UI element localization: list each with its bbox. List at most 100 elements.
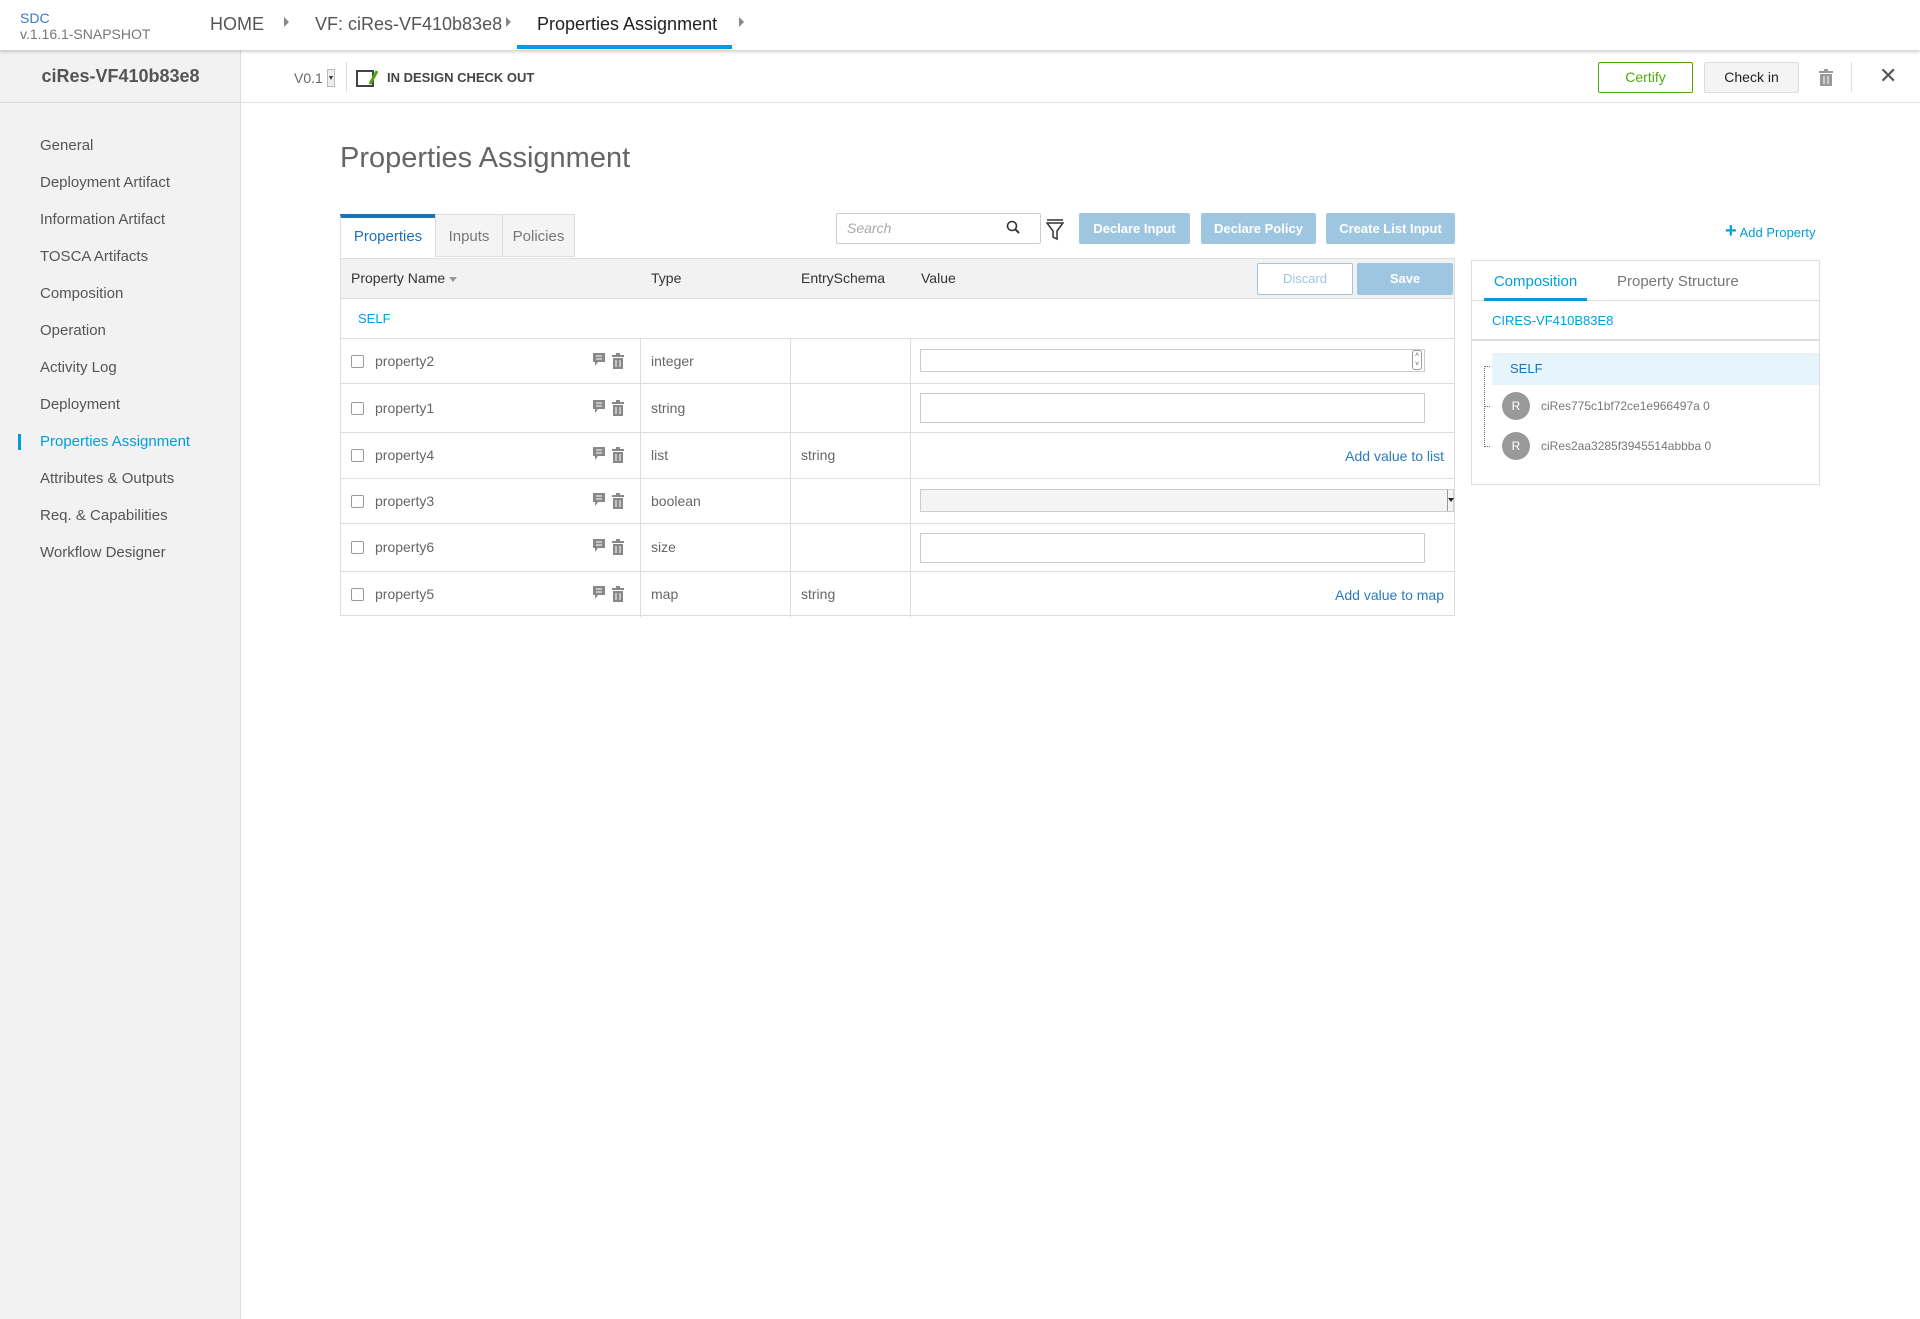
row-checkbox[interactable] bbox=[351, 541, 364, 554]
divider bbox=[910, 384, 911, 433]
page-title: Properties Assignment bbox=[340, 142, 631, 174]
trash-icon[interactable] bbox=[612, 493, 624, 509]
table-row: property1 string bbox=[341, 384, 1454, 433]
table-row: property2 integer ˄ ˅ bbox=[341, 339, 1454, 384]
tab-inputs[interactable]: Inputs bbox=[435, 214, 503, 257]
certify-button[interactable]: Certify bbox=[1598, 62, 1693, 93]
panel-tabs: Composition Property Structure bbox=[1472, 261, 1819, 301]
group-label: SELF bbox=[358, 311, 391, 326]
declare-policy-button[interactable]: Declare Policy bbox=[1201, 213, 1316, 244]
discard-button[interactable]: Discard bbox=[1257, 263, 1353, 295]
sidebar-item-workflow-designer[interactable]: Workflow Designer bbox=[40, 544, 166, 561]
description-icon[interactable] bbox=[593, 353, 606, 367]
component-name[interactable]: CIRES-VF410B83E8 bbox=[1492, 313, 1614, 328]
add-value-link[interactable]: Add value to list bbox=[1345, 448, 1444, 464]
description-icon[interactable] bbox=[593, 493, 606, 507]
table-row: property6 size bbox=[341, 524, 1454, 572]
avatar: R bbox=[1502, 432, 1530, 460]
value-number-input[interactable]: ˄ ˅ bbox=[920, 349, 1425, 372]
version-dropdown-icon[interactable] bbox=[327, 69, 335, 87]
trash-icon[interactable] bbox=[612, 353, 624, 369]
logo[interactable]: SDC bbox=[20, 10, 50, 26]
sidebar-item-properties-assignment[interactable]: Properties Assignment bbox=[40, 433, 191, 450]
stepper-icon[interactable]: ˄ ˅ bbox=[1412, 350, 1422, 370]
description-icon[interactable] bbox=[593, 447, 606, 461]
column-label: Property Name bbox=[351, 270, 446, 286]
breadcrumb-current[interactable]: Properties Assignment bbox=[537, 14, 718, 34]
filter-icon[interactable] bbox=[1046, 219, 1064, 241]
sidebar-item-general[interactable]: General bbox=[40, 137, 94, 154]
version-select[interactable]: V0.1 bbox=[294, 70, 323, 86]
top-bar: SDC v.1.16.1-SNAPSHOT HOME VF: ciRes-VF4… bbox=[0, 0, 1920, 50]
add-property-button[interactable]: + Add Property bbox=[1725, 220, 1815, 243]
property-type: integer bbox=[651, 353, 694, 369]
search-icon[interactable] bbox=[1006, 220, 1020, 234]
chevron-right-icon bbox=[284, 17, 289, 27]
divider bbox=[640, 433, 641, 479]
divider bbox=[790, 524, 791, 572]
divider bbox=[910, 433, 911, 479]
sidebar-item-composition[interactable]: Composition bbox=[40, 285, 124, 302]
value-text-input[interactable] bbox=[920, 533, 1425, 563]
breadcrumb-vf[interactable]: VF: ciRes-VF410b83e8 bbox=[315, 14, 503, 34]
tree-item-label: ciRes775c1bf72ce1e966497a 0 bbox=[1541, 399, 1710, 413]
row-checkbox[interactable] bbox=[351, 402, 364, 415]
sidebar-item-attributes-outputs[interactable]: Attributes & Outputs bbox=[40, 470, 175, 487]
composition-panel: Composition Property Structure CIRES-VF4… bbox=[1471, 260, 1820, 485]
tree-line bbox=[1484, 446, 1490, 447]
save-button[interactable]: Save bbox=[1357, 263, 1453, 295]
row-checkbox[interactable] bbox=[351, 588, 364, 601]
row-checkbox[interactable] bbox=[351, 495, 364, 508]
divider bbox=[910, 524, 911, 572]
description-icon[interactable] bbox=[593, 539, 606, 553]
trash-icon[interactable] bbox=[1819, 69, 1833, 86]
row-checkbox[interactable] bbox=[351, 355, 364, 368]
value-select[interactable] bbox=[920, 489, 1454, 512]
properties-table: Property Name Type EntrySchema Value Dis… bbox=[340, 258, 1455, 617]
tree-item-self[interactable]: SELF bbox=[1492, 353, 1819, 385]
trash-icon[interactable] bbox=[612, 447, 624, 463]
sidebar-item-deployment-artifact[interactable]: Deployment Artifact bbox=[40, 174, 171, 191]
sidebar-item-information-artifact[interactable]: Information Artifact bbox=[40, 211, 166, 228]
property-type: list bbox=[651, 447, 669, 463]
search-input[interactable]: Search bbox=[836, 213, 1041, 244]
sidebar-item-tosca-artifacts[interactable]: TOSCA Artifacts bbox=[40, 248, 149, 265]
value-text-input[interactable] bbox=[920, 393, 1425, 423]
tree-item-instance[interactable]: R ciRes2aa3285f3945514abbba 0 bbox=[1502, 432, 1812, 462]
divider bbox=[790, 433, 791, 479]
trash-icon[interactable] bbox=[612, 586, 624, 602]
breadcrumb-home[interactable]: HOME bbox=[210, 14, 264, 34]
sidebar-item-deployment[interactable]: Deployment bbox=[40, 396, 121, 413]
property-type: size bbox=[651, 539, 676, 555]
row-checkbox[interactable] bbox=[351, 449, 364, 462]
description-icon[interactable] bbox=[593, 400, 606, 414]
add-value-link[interactable]: Add value to map bbox=[1335, 587, 1444, 603]
divider bbox=[910, 339, 911, 384]
divider bbox=[640, 572, 641, 617]
entry-schema: string bbox=[801, 447, 836, 463]
divider bbox=[640, 479, 641, 524]
tab-properties[interactable]: Properties bbox=[340, 214, 436, 257]
divider bbox=[790, 572, 791, 617]
version-label: v.1.16.1-SNAPSHOT bbox=[20, 26, 151, 42]
check-in-button[interactable]: Check in bbox=[1704, 62, 1799, 93]
sidebar-title: ciRes-VF410b83e8 bbox=[0, 50, 241, 103]
sidebar: ciRes-VF410b83e8 General Deployment Artif… bbox=[0, 50, 241, 1319]
trash-icon[interactable] bbox=[612, 400, 624, 416]
sidebar-item-req-capabilities[interactable]: Req. & Capabilities bbox=[40, 507, 168, 524]
tab-property-structure[interactable]: Property Structure bbox=[1617, 273, 1739, 290]
sidebar-item-activity-log[interactable]: Activity Log bbox=[40, 359, 117, 376]
tab-composition[interactable]: Composition bbox=[1484, 273, 1587, 301]
create-list-input-button[interactable]: Create List Input bbox=[1326, 213, 1455, 244]
chevron-right-icon[interactable] bbox=[739, 17, 744, 27]
declare-input-button[interactable]: Declare Input bbox=[1079, 213, 1190, 244]
sidebar-item-operation[interactable]: Operation bbox=[40, 322, 106, 339]
trash-icon[interactable] bbox=[612, 539, 624, 555]
description-icon[interactable] bbox=[593, 586, 606, 600]
active-marker bbox=[18, 434, 21, 450]
column-property-name[interactable]: Property Name bbox=[351, 270, 458, 286]
tab-policies[interactable]: Policies bbox=[502, 214, 575, 257]
close-icon[interactable]: ✕ bbox=[1879, 63, 1898, 88]
tree-item-instance[interactable]: R ciRes775c1bf72ce1e966497a 0 bbox=[1502, 392, 1812, 422]
column-entryschema: EntrySchema bbox=[801, 270, 886, 286]
